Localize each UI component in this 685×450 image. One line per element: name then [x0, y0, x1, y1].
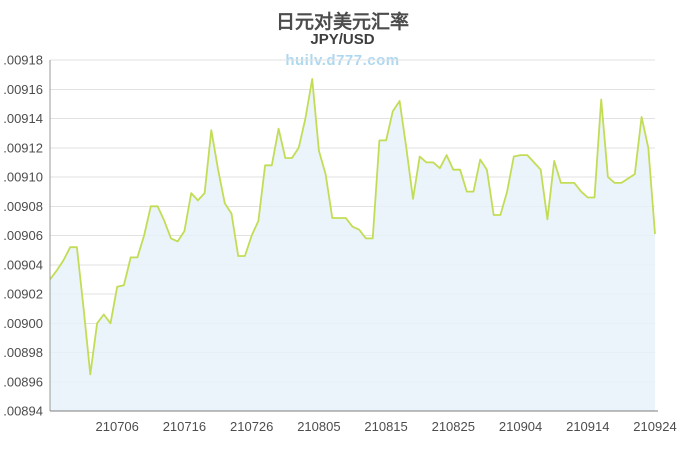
- chart-subtitle: JPY/USD: [310, 31, 375, 48]
- y-axis-label: .00894: [3, 404, 43, 419]
- x-axis-label: 210726: [230, 419, 273, 434]
- y-axis-label: .00900: [3, 316, 43, 331]
- y-axis-label: .00918: [3, 53, 43, 68]
- x-axis-label: 210924: [633, 419, 676, 434]
- y-axis-label: .00910: [3, 170, 43, 185]
- y-axis-label: .00912: [3, 140, 43, 155]
- x-axis-label: 210706: [96, 419, 139, 434]
- x-axis-label: 210914: [566, 419, 609, 434]
- y-axis-label: .00896: [3, 374, 43, 389]
- y-axis-label: .00914: [3, 111, 43, 126]
- rate-line: [49, 78, 656, 376]
- x-axis-label: 210716: [163, 419, 206, 434]
- y-axis-label: .00902: [3, 287, 43, 302]
- y-axis-label: .00916: [3, 82, 43, 97]
- area-fill: [50, 79, 655, 411]
- y-axis-label: .00906: [3, 228, 43, 243]
- x-axis-label: 210904: [499, 419, 542, 434]
- chart-title: 日元对美元汇率: [275, 12, 409, 33]
- x-axis-label: 210825: [432, 419, 475, 434]
- x-axis-label: 210815: [364, 419, 407, 434]
- y-axis-label: .00904: [3, 257, 43, 272]
- y-axis-label: .00898: [3, 345, 43, 360]
- x-axis-label: 210805: [297, 419, 340, 434]
- y-axis-label: .00908: [3, 199, 43, 214]
